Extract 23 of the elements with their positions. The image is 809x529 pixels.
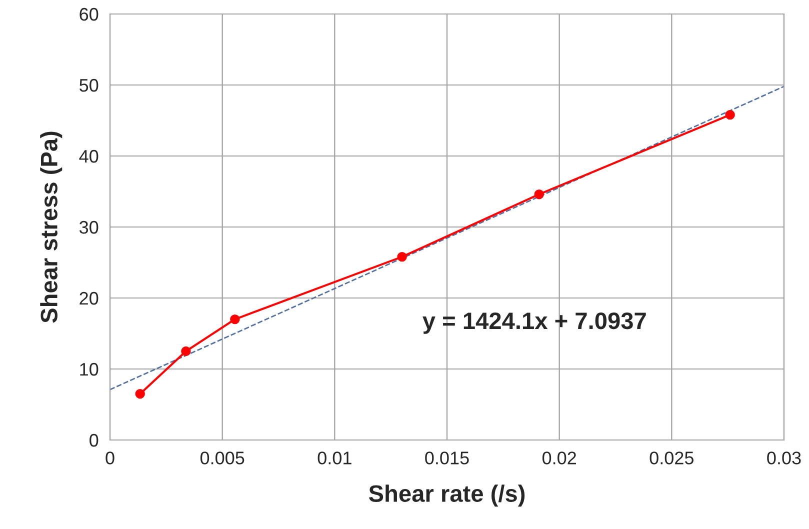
point — [397, 252, 407, 262]
y-tick-label: 0 — [90, 434, 98, 447]
point — [725, 110, 735, 120]
x-tick-label: 0.005 — [200, 452, 244, 464]
x-tick-label: 0.02 — [542, 452, 576, 464]
y-tick-label: 10 — [80, 362, 98, 376]
y-tick-label: 50 — [80, 78, 98, 92]
point — [135, 388, 145, 399]
x-tick-label: 0 — [106, 452, 114, 464]
y-tick-label: 30 — [79, 220, 98, 234]
point — [534, 189, 544, 200]
x-tick-label: 0.015 — [425, 452, 469, 464]
x-tick-label: 0.025 — [650, 452, 694, 464]
x-tick-label: 0.03 — [767, 452, 801, 464]
x-axis-title: Shear rate (/s) — [368, 484, 525, 507]
annotation: y = 1424.1x + 7.0937 — [422, 312, 646, 334]
x-tick-label: 0.01 — [318, 452, 352, 464]
y-tick-label: 40 — [79, 150, 98, 163]
point — [230, 314, 240, 324]
point — [181, 346, 191, 356]
y-tick-label: 20 — [80, 292, 98, 305]
y-tick-label: 60 — [80, 8, 98, 21]
y-axis-title: Shear stress (Pa) — [40, 132, 62, 323]
